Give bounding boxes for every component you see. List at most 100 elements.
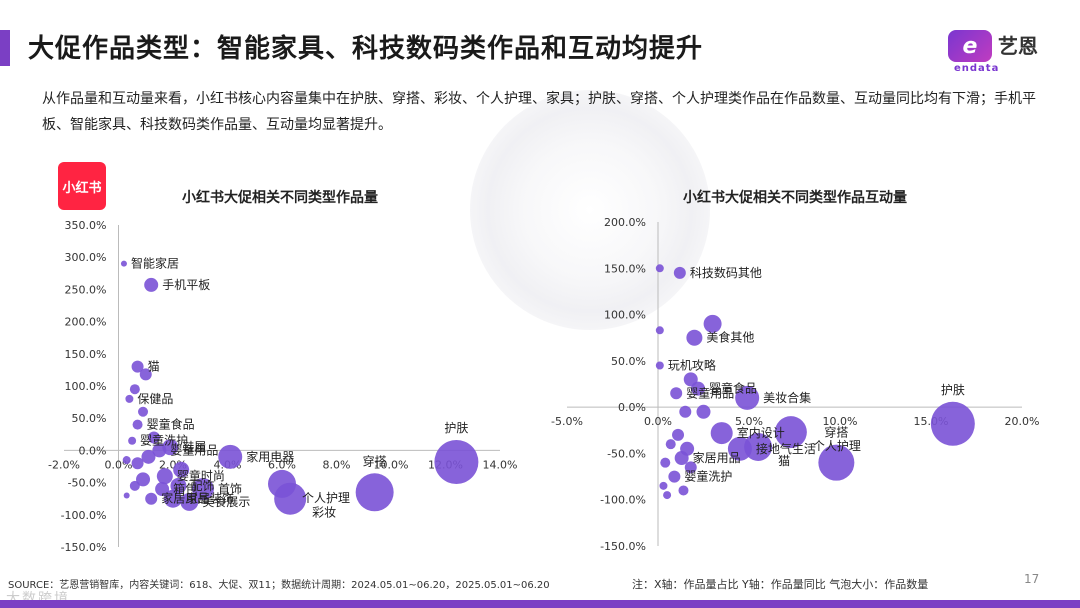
right-bubble — [686, 329, 703, 346]
left-y-tick-label: 100.0% — [65, 380, 107, 393]
left-bubble — [129, 480, 140, 491]
right-bubble — [684, 461, 697, 474]
right-bubble — [774, 416, 807, 449]
right-bubble — [668, 470, 681, 483]
left-y-tick-label: -100.0% — [61, 509, 107, 522]
right-y-tick-label: -100.0% — [600, 494, 646, 507]
left-y-tick-label: 50.0% — [72, 412, 107, 425]
left-bubble-label: 智能家居 — [131, 256, 179, 271]
left-bubble-label: 鞋履 — [182, 439, 206, 454]
left-bubble — [123, 492, 130, 499]
right-bubble — [663, 491, 672, 500]
right-bubble-label: 婴童洗护 — [684, 469, 732, 484]
left-bubble — [136, 472, 151, 487]
left-bubble — [191, 478, 214, 501]
right-bubble — [744, 432, 773, 461]
left-y-tick-label: 250.0% — [65, 283, 107, 296]
left-bubble-label: 箱包 — [173, 481, 197, 496]
right-bubble-label: 室内设计 — [737, 425, 785, 440]
left-bubble-label: 保健品 — [137, 392, 173, 406]
background-decoration — [470, 90, 710, 330]
description-text: 从作品量和互动量来看，小红书核心内容量集中在护肤、穿搭、彩妆、个人护理、家具；护… — [42, 91, 1036, 133]
left-bubble — [155, 482, 170, 497]
right-bubble — [703, 314, 722, 333]
left-bubble-label: 猫 — [148, 360, 160, 374]
left-bubble-label: 穿搭 — [363, 453, 387, 468]
left-bubble-label: 家居用品 — [161, 491, 209, 506]
left-bubble — [355, 473, 394, 512]
right-bubble — [660, 457, 671, 468]
right-y-tick-label: 200.0% — [604, 216, 646, 229]
right-bubble — [655, 326, 664, 335]
right-x-tick-label: 10.0% — [823, 415, 858, 428]
left-bubble — [147, 431, 160, 444]
left-bubble — [139, 368, 152, 381]
right-bubble — [727, 436, 752, 461]
left-bubble — [125, 394, 134, 403]
right-bubble — [691, 381, 706, 396]
brand-logo: e 艺恩 — [948, 30, 1038, 62]
left-y-tick-label: 150.0% — [65, 348, 107, 361]
page-number: 17 — [1024, 572, 1040, 586]
left-bubble — [434, 439, 479, 484]
right-x-tick-label: -5.0% — [551, 415, 583, 428]
right-bubble — [710, 422, 733, 445]
left-bubble — [120, 260, 127, 267]
left-bubble-label: 首饰 — [218, 482, 242, 496]
left-chart-title: 小红书大促相关不同类型作品量 — [182, 189, 378, 206]
chart-note: 注：X轴：作品量占比 Y轴：作品量同比 气泡大小：作品数量 — [632, 578, 929, 591]
right-chart-title: 小红书大促相关不同类型作品互动量 — [683, 189, 907, 206]
left-x-tick-label: -2.0% — [48, 458, 80, 471]
left-y-tick-label: -50.0% — [68, 477, 107, 490]
left-bubble-label: 手机平板 — [162, 278, 210, 292]
right-bubble — [679, 405, 692, 418]
right-bubble-label: 婴童食品 — [709, 381, 757, 396]
left-y-tick-label: 350.0% — [65, 219, 107, 232]
left-y-tick-label: 200.0% — [65, 316, 107, 329]
left-x-tick-label: 6.0% — [268, 458, 296, 471]
left-bubble — [138, 406, 149, 417]
right-x-tick-label: 5.0% — [735, 415, 763, 428]
right-bubble — [735, 385, 760, 410]
right-bubble-label: 玩机攻略 — [668, 357, 716, 372]
right-y-tick-label: 0.0% — [618, 401, 646, 414]
left-bubble-label: 婴童用品 — [170, 442, 218, 457]
footer-bar — [0, 600, 1080, 608]
logo-icon: e — [948, 30, 992, 62]
left-y-tick-label: 0.0% — [79, 444, 107, 457]
left-bubble-label: 婴童洗护 — [140, 433, 188, 448]
left-bubble — [144, 277, 159, 292]
right-bubble-label: 美妆合集 — [763, 390, 811, 405]
right-bubble — [673, 266, 686, 279]
left-bubble — [122, 456, 131, 465]
left-bubble — [145, 492, 158, 505]
left-bubble — [268, 469, 296, 498]
left-bubble-label: 彩妆 — [312, 506, 336, 520]
left-bubble-label: 配饰 — [190, 479, 214, 493]
right-bubble-label: 婴童用品 — [686, 385, 734, 400]
left-bubble — [131, 457, 144, 470]
right-bubble — [655, 264, 664, 273]
right-bubble-label: 护肤 — [941, 382, 965, 397]
left-bubble-label: 家居装饰 — [186, 491, 234, 506]
right-x-tick-label: 20.0% — [1005, 415, 1040, 428]
right-y-tick-label: -150.0% — [600, 540, 646, 553]
left-bubble-label: 美食展示 — [202, 494, 250, 509]
left-y-tick-label: -150.0% — [61, 541, 107, 554]
right-bubble-label: 美食其他 — [706, 330, 754, 345]
right-bubble — [696, 404, 711, 419]
right-bubble-label: 个人护理 — [813, 439, 861, 453]
right-bubble — [670, 387, 683, 400]
xiaohongshu-badge: 小红书 — [58, 162, 106, 210]
left-bubble — [131, 360, 144, 373]
left-x-tick-label: 10.0% — [374, 458, 409, 471]
source-text: SOURCE：艺恩营销智库，内容关键词：618、大促、双11；数据统计周期：20… — [8, 580, 550, 591]
title-accent-bar — [0, 30, 10, 66]
right-y-tick-label: -50.0% — [607, 447, 646, 460]
left-bubble — [128, 436, 137, 445]
right-bubble — [818, 444, 855, 481]
right-bubble — [655, 361, 664, 370]
left-bubble — [129, 384, 140, 395]
right-bubble-label: 穿搭 — [824, 425, 848, 440]
